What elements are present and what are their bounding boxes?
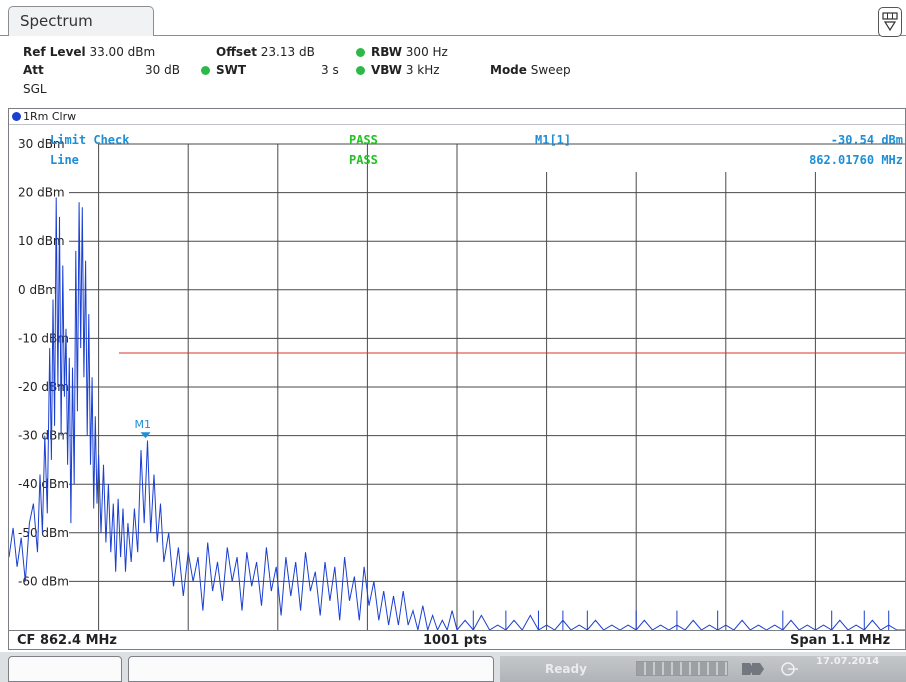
diagram-footer: CF 862.4 MHz 1001 pts Span 1.1 MHz [9,630,905,649]
y-axis-tick-label: 30 dBm [18,137,65,151]
att-value-wrap: 30 dB [145,63,180,77]
y-axis-tick-label: -20 dBm [18,380,69,394]
marker-m1-label: M1 [135,418,152,431]
spectrum-plot[interactable]: 30 dBm 20 dBm 10 dBm 0 dBm -10 dBm -20 dBm -30… [9,109,905,630]
ref-level-value: 33.00 dBm [89,45,156,59]
rbw-value: 300 Hz [405,45,448,59]
vbw-param: VBW 3 kHz [371,63,440,77]
remote-reference-icon [742,662,798,676]
att-value: 30 dB [145,63,180,77]
sgl-label: SGL [23,82,47,96]
spectrum-diagram[interactable]: 1Rm Clrw 30 dBm 20 dBm 10 dBm 0 dBm -10 dBm -… [8,108,906,650]
trace-info-row: 1Rm Clrw [9,109,905,125]
grid-dropdown-icon [882,12,898,32]
marker-frequency-readout: 862.01760 MHz [809,153,903,167]
y-axis-tick-label: 20 dBm [18,186,65,200]
rbw-label: RBW [371,45,402,59]
tab-spectrum[interactable]: Spectrum [8,6,154,36]
vbw-coupled-indicator [356,66,365,75]
y-axis-tick-label: 10 dBm [18,234,65,248]
tab-divider [0,35,8,36]
instrument-state: Ready [545,662,587,676]
marker-name: M1[1] [535,133,571,147]
sgl-indicator: SGL [23,82,47,96]
status-bar: Ready 17.07.2014 [0,652,906,682]
tab-spectrum-label: Spectrum [20,12,93,30]
y-axis-tick-label: -30 dBm [18,429,69,443]
trace-1-line [9,197,905,630]
trace-1-indicator [12,112,21,121]
offset-param: Offset 23.13 dB [216,45,315,59]
swt-value-wrap: 3 s [321,63,339,77]
vbw-label: VBW [371,63,403,77]
ref-level-label: Ref Level [23,45,86,59]
y-axis-tick-label: -50 dBm [18,526,69,540]
ref-level-param: Ref Level 33.00 dBm [23,45,155,59]
limit-line-result: PASS [349,153,378,167]
center-frequency-label: CF 862.4 MHz [17,633,117,648]
trace-1-label: 1Rm Clrw [23,110,77,123]
y-axis-tick-label: -60 dBm [18,574,69,588]
rbw-coupled-indicator [356,48,365,57]
mode-param: Mode Sweep [490,63,571,77]
swt-value: 3 s [321,63,339,77]
vbw-value: 3 kHz [405,63,440,77]
marker-level-readout: -30.54 dBm [831,133,903,147]
mode-label: Mode [490,63,527,77]
y-axis-tick-label: 0 dBm [18,283,57,297]
limit-line-label: Line [50,153,79,167]
limit-check-title: Limit Check [50,133,130,147]
att-param: Att [23,63,44,77]
status-date: 17.07.2014 [816,656,880,667]
offset-label: Offset [216,45,257,59]
marker-m1-icon[interactable] [140,432,151,439]
limit-check-result: PASS [349,133,378,147]
tab-divider [154,35,906,36]
layout-menu-button[interactable] [878,7,902,37]
span-label: Span 1.1 MHz [790,633,891,648]
sweep-points-label: 1001 pts [423,633,487,648]
y-axis-tick-label: -10 dBm [18,331,69,345]
softkey-slot-1[interactable] [8,656,122,682]
swt-label: SWT [216,63,247,77]
offset-value: 23.13 dB [260,45,315,59]
softkey-slot-2[interactable] [128,656,494,682]
att-label: Att [23,63,44,77]
swt-param: SWT [216,63,246,77]
sweep-progress-bar [636,661,728,676]
rbw-param: RBW 300 Hz [371,45,448,59]
att-coupled-indicator [201,66,210,75]
mode-value: Sweep [530,63,571,77]
